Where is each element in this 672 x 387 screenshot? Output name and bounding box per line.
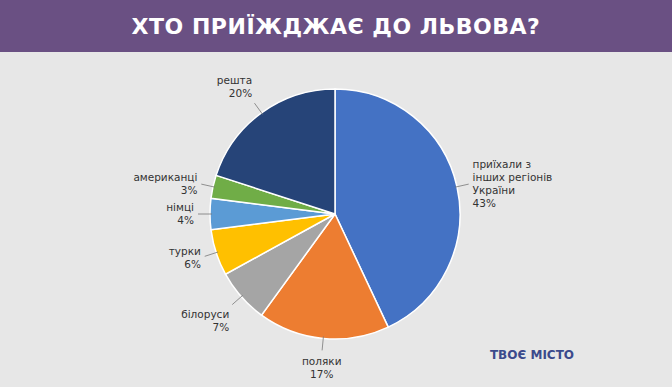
svg-text:поляки17%: поляки17% [302,355,341,380]
svg-text:приїхали зінших регіонівУкраїн: приїхали зінших регіонівУкраїни43% [473,158,553,209]
svg-text:білоруси7%: білоруси7% [181,308,229,333]
svg-text:решта20%: решта20% [217,74,252,99]
svg-text:ТВОЄ МІСТО: ТВОЄ МІСТО [490,348,574,362]
svg-text:американці3%: американці3% [133,171,197,196]
svg-text:турки6%: турки6% [169,245,201,270]
html-text:ХТО ПРИЇЖДЖАЄ ДО ЛЬВОВА?: ХТО ПРИЇЖДЖАЄ ДО ЛЬВОВА? [131,13,541,39]
svg-text:німці4%: німці4% [166,201,194,226]
